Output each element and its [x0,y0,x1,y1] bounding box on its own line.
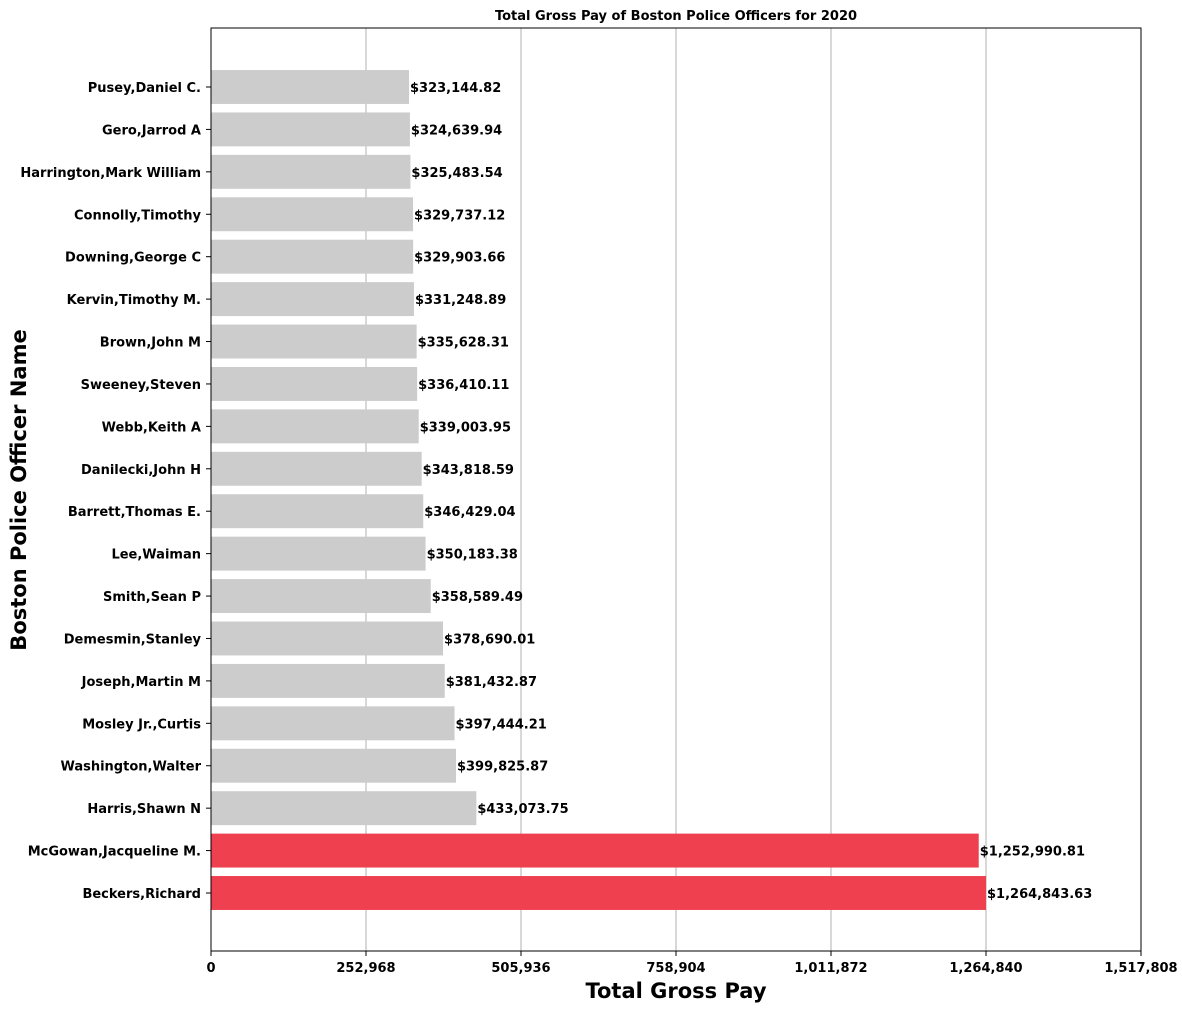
x-tick-labels: 0 252,968 505,936 758,904 1,011,872 1,264,840… [206,951,1178,976]
bar-value-label: $433,073.75 [477,802,568,817]
bar-value-label: $397,444.21 [456,717,547,732]
bar-value-label: $343,818.59 [423,463,514,478]
bar-value-label: $335,628.31 [418,336,509,351]
bar-value-label: $1,252,990.81 [980,845,1085,860]
bar [211,366,418,401]
bar-value-label: $358,589.49 [432,590,523,605]
bar-value-label: $350,183.38 [427,548,518,563]
bar [211,748,456,783]
y-tick-label: Danilecki,John H [81,463,201,478]
x-tick-label: 1,264,840 [949,961,1022,976]
y-tick-label: Beckers,Richard [82,887,201,902]
bar-value-label: $339,003.95 [420,420,511,435]
y-tick-label: Smith,Sean P [103,590,201,605]
x-tick-label: 252,968 [336,961,395,976]
bar-value-label: $329,737.12 [414,208,505,223]
bar [211,536,426,571]
y-tick-label: Webb,Keith A [102,420,201,435]
y-tick-label: Joseph,Martin M [81,675,201,690]
bars [211,70,987,910]
bar-value-labels: $323,144.82 $324,639.94 $325,483.54 $329,73… [410,81,1092,902]
bar-value-label: $378,690.01 [444,632,535,647]
bar [211,876,987,910]
bar [211,70,409,104]
y-tick-label: Sweeney,Steven [81,378,201,393]
bar [211,494,424,529]
y-tick-label: Harris,Shawn N [87,802,201,817]
y-tick-label: Barrett,Thomas E. [68,505,201,520]
bar-value-label: $329,903.66 [414,251,505,266]
y-tick-labels: Pusey,Daniel C. Gero,Jarrod A Harrington,M… [20,81,211,902]
bar [211,579,431,614]
x-tick-label: 1,011,872 [794,961,867,976]
bar-value-label: $346,429.04 [424,505,515,520]
x-tick-label: 505,936 [491,961,550,976]
y-tick-label: Connolly,Timothy [74,208,201,223]
x-axis-label: Total Gross Pay [585,979,766,1003]
x-tick-label: 0 [206,961,215,976]
y-tick-label: Downing,George C [65,251,201,266]
bar-value-label: $399,825.87 [457,760,548,775]
y-tick-label: Kervin,Timothy M. [67,293,201,308]
bar-value-label: $325,483.54 [411,166,502,181]
bar-value-label: $336,410.11 [418,378,509,393]
y-axis-label: Boston Police Officer Name [7,329,31,650]
y-tick-label: Brown,John M [100,336,201,351]
x-tick-label: 1,517,808 [1104,961,1177,976]
bar [211,621,444,656]
bar [211,409,419,444]
y-tick-label: Mosley Jr.,Curtis [82,717,201,732]
plot-area-frame [210,27,1142,952]
y-tick-label: Pusey,Daniel C. [88,81,201,96]
y-tick-label: Washington,Walter [60,760,201,775]
x-tick-label: 758,904 [646,961,705,976]
bar [211,791,477,826]
bar-value-label: $1,264,843.63 [987,887,1092,902]
bar [211,833,979,868]
bar [211,282,414,317]
bar-value-label: $381,432.87 [446,675,537,690]
bar-value-label: $324,639.94 [411,123,502,138]
y-tick-label: Lee,Waiman [111,548,201,563]
bar [211,663,445,698]
bar [211,239,414,274]
bar-value-label: $331,248.89 [415,293,506,308]
y-tick-label: Demesmin,Stanley [64,632,202,647]
bar-value-label: $323,144.82 [410,81,501,96]
bar [211,112,410,147]
bar [211,451,422,486]
bar [211,154,411,189]
chart-title: Total Gross Pay of Boston Police Officer… [495,9,857,24]
y-tick-label: Harrington,Mark William [20,166,201,181]
bar [211,324,417,359]
bar [211,197,414,232]
y-tick-label: Gero,Jarrod A [102,123,201,138]
bar [211,706,455,741]
y-tick-label: McGowan,Jacqueline M. [28,845,201,860]
